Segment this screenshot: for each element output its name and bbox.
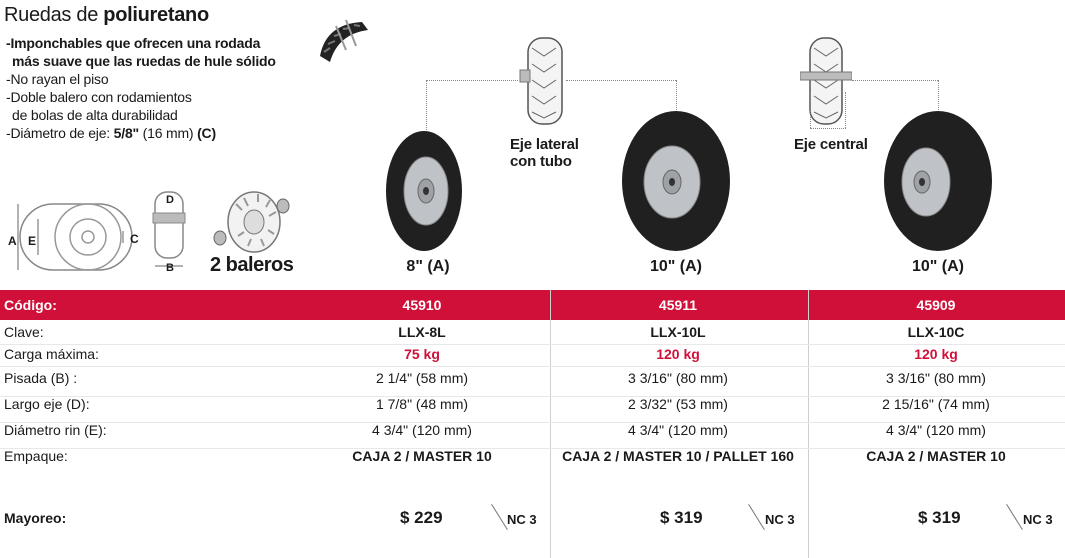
feature-list: -Imponchables que ofrecen una rodada más… (6, 34, 276, 142)
wheel-10in-lateral-image (622, 111, 730, 251)
price-divider (748, 504, 765, 530)
spec-table: Código: 45910 45911 45909 Clave: LLX-8L … (0, 290, 1065, 484)
price-label: Mayoreo: (4, 510, 67, 526)
table-row: Clave: LLX-8L LLX-10L LLX-10C (4, 324, 965, 340)
axle-diameter-line: -Diámetro de eje: 5/8" (16 mm) (C) (6, 125, 216, 141)
lateral-axle-caption: Eje lateral con tubo (510, 136, 579, 170)
price-value: $ 229 (400, 508, 443, 527)
feature-line: -No rayan el piso (6, 71, 109, 87)
feature-line: más suave que las ruedas de hule sólido (12, 53, 276, 69)
row-divider (0, 366, 1065, 367)
table-row: Largo eje (D): 1 7/8" (48 mm) 2 3/32" (5… (4, 396, 990, 412)
tire-tread-icon (320, 19, 368, 62)
dim-label-c: C (130, 232, 139, 246)
column-divider (808, 290, 809, 558)
wheel-8in-image (386, 131, 462, 251)
code-cell: 45909 (916, 297, 956, 313)
dim-label-e: E (28, 234, 37, 248)
nc-value: NC 3 (507, 512, 537, 527)
dim-label-b: B (166, 262, 174, 274)
table-row: Carga máxima: 75 kg 120 kg 120 kg (4, 346, 958, 362)
table-header-row: Código: 45910 45911 45909 (0, 290, 1065, 320)
bearings-label: 2 baleros (210, 254, 294, 276)
price-divider (491, 504, 508, 530)
nc-value: NC 3 (765, 512, 795, 527)
size-label: 8" (A) (406, 258, 450, 275)
central-axle-caption: Eje central (794, 136, 868, 153)
connector-line (810, 128, 846, 129)
feature-line: -Doble balero con rodamientos (6, 89, 192, 105)
table-row: Empaque: CAJA 2 / MASTER 10 CAJA 2 / MAS… (4, 448, 1006, 464)
nc-value: NC 3 (1023, 512, 1053, 527)
dim-label-d: D (166, 194, 174, 206)
size-label: 10" (A) (649, 258, 703, 275)
dimension-diagram (17, 191, 290, 271)
code-cell: 45910 (402, 297, 442, 313)
row-divider (0, 422, 1065, 423)
row-divider (0, 344, 1065, 345)
table-row: Diámetro rin (E): 4 3/4" (120 mm) 4 3/4"… (4, 422, 986, 438)
connector-line (938, 80, 939, 110)
price-value: $ 319 (660, 508, 703, 527)
connector-line (852, 80, 938, 81)
row-divider (0, 448, 1065, 449)
feature-line: -Imponchables que ofrecen una rodada (6, 35, 261, 51)
column-divider (550, 290, 551, 558)
size-label: 10" (A) (911, 258, 965, 275)
page-title: Ruedas de poliuretano (4, 4, 209, 26)
code-cell: 45911 (658, 297, 698, 313)
row-divider (0, 396, 1065, 397)
connector-line (676, 80, 677, 110)
connector-line (810, 92, 811, 128)
lateral-axle-tread-view (519, 37, 563, 125)
connector-line (426, 80, 518, 81)
connector-line (566, 80, 676, 81)
feature-line: de bolas de alta durabilidad (12, 107, 178, 123)
price-divider (1006, 504, 1023, 530)
connector-line (426, 80, 427, 130)
dim-label-a: A (8, 234, 17, 248)
wheel-10in-central-image (884, 111, 992, 251)
price-value: $ 319 (918, 508, 961, 527)
connector-line (845, 92, 846, 128)
table-row: Pisada (B) : 2 1/4" (58 mm) 3 3/16" (80 … (4, 370, 986, 386)
code-label: Código: (4, 297, 57, 313)
central-axle-tread-view (800, 37, 852, 125)
